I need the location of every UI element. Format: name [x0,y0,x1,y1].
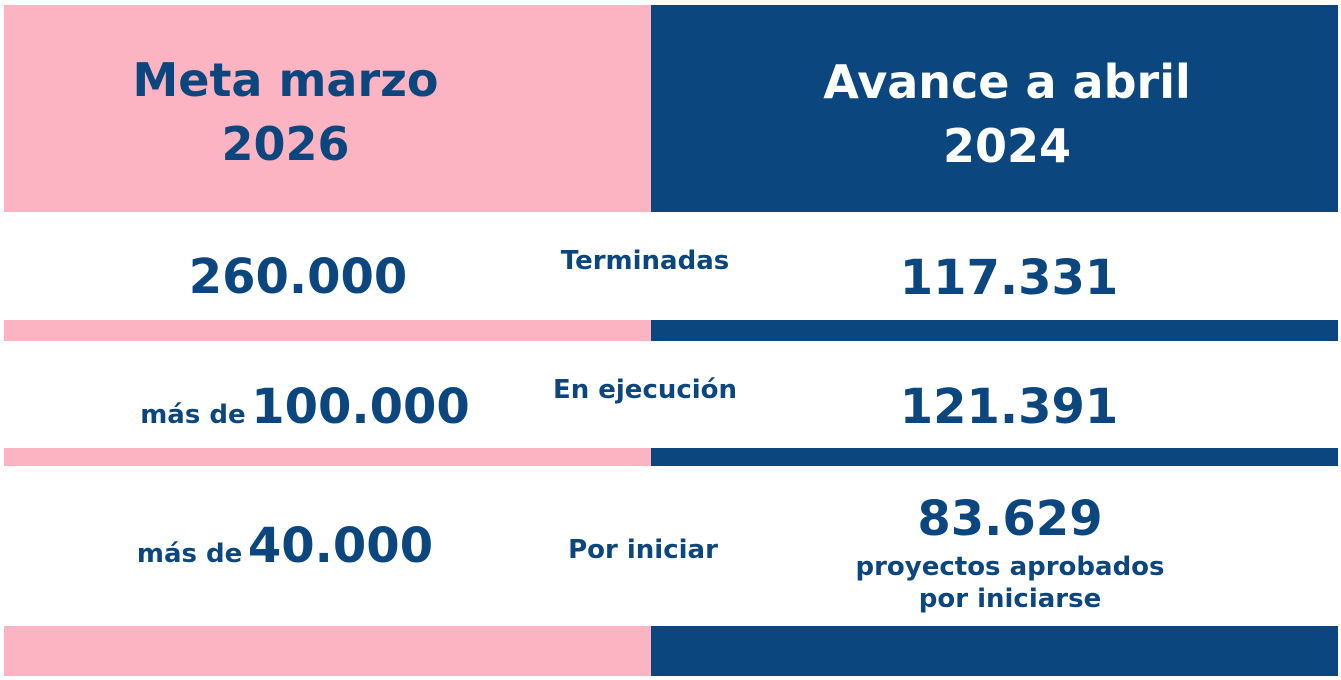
row2-goal: más de 100.000 [100,374,510,451]
goal-header-line2: 2026 [221,117,350,171]
divider-progress-3 [651,626,1338,676]
header-progress-panel [651,5,1338,212]
divider-goal-1 [4,320,651,341]
progress-header-line2: 2024 [942,119,1072,173]
goal-header-title: Meta marzo 2026 [4,48,567,176]
row3-progress-note-line1: proyectos aprobados [855,552,1165,582]
row2-progress-value: 121.391 [899,379,1119,435]
row3-goal-prefix: más de [136,539,243,569]
progress-header-title: Avance a abril 2024 [651,50,1341,178]
row2-goal-value: 100.000 [251,379,470,435]
row2-goal-prefix: más de [140,400,246,430]
goal-header-line1: Meta marzo [132,53,439,107]
divider-progress-2 [651,448,1338,466]
row3-goal: más de 40.000 [95,513,475,590]
row3-goal-value: 40.000 [247,518,434,574]
progress-header-line1: Avance a abril [823,55,1191,109]
divider-goal-2 [4,448,651,466]
row1-label: Terminadas [560,246,730,276]
row3-label: Por iniciar [568,535,718,565]
divider-goal-3 [4,626,651,676]
row3-progress-value: 83.629 [917,491,1103,547]
row2-label: En ejecución [552,375,738,405]
header-goal-panel [4,5,651,212]
row3-progress-note-line2: por iniciarse [918,584,1102,614]
row3-progress-note: proyectos aprobados por iniciarse [810,551,1210,615]
row1-progress-value: 117.331 [899,250,1119,306]
row1-goal-value: 260.000 [188,249,408,305]
divider-progress-1 [651,320,1338,341]
